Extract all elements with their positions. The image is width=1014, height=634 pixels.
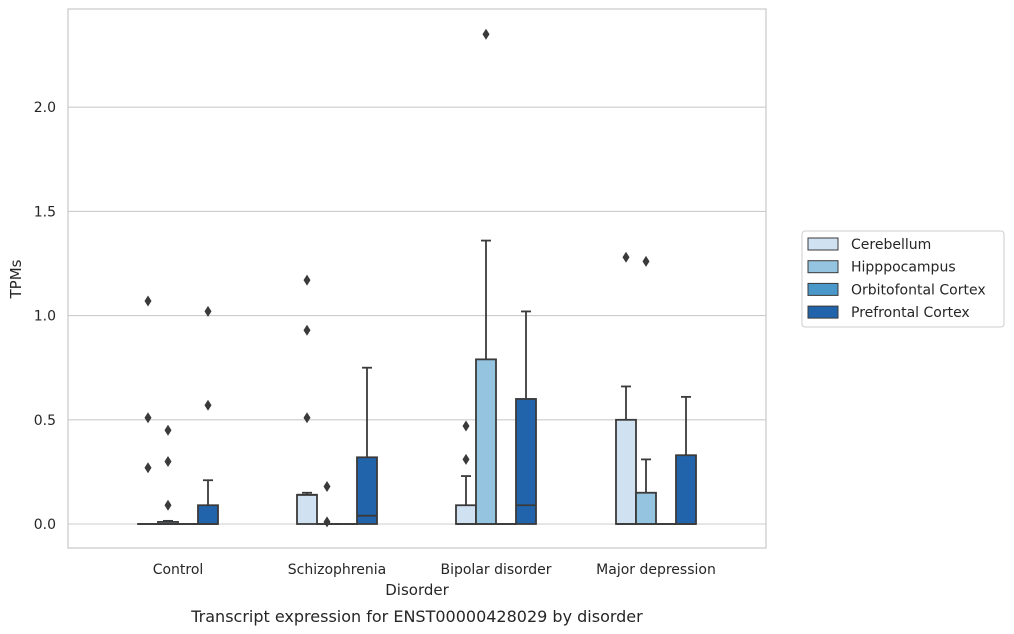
legend-swatch	[807, 237, 839, 251]
y-tick-label: 0.5	[34, 413, 56, 429]
box	[675, 454, 697, 525]
outlier-point	[323, 516, 331, 528]
y-tick-label: 2.0	[34, 100, 56, 116]
outlier-point	[462, 453, 470, 465]
box-1-2	[475, 28, 497, 525]
box-3-3	[675, 395, 697, 525]
x-tick-label: Bipolar disorder	[440, 562, 551, 578]
outlier-point	[303, 412, 311, 424]
x-tick-label: Control	[153, 562, 204, 578]
outlier-point	[204, 399, 212, 411]
x-tick-label: Major depression	[596, 562, 716, 578]
outlier-point	[622, 251, 630, 263]
x-tick-label: Schizophrenia	[288, 562, 386, 578]
y-axis-ticks: 0.0 0.5 1.0 1.5 2.0	[34, 100, 56, 533]
box	[515, 398, 537, 525]
y-tick-label: 1.5	[34, 204, 56, 220]
legend: Cerebellum Hipppocampus Orbitofontal Corte…	[801, 230, 1005, 328]
legend-swatch	[807, 260, 839, 274]
chart-caption: Transcript expression for ENST0000042802…	[190, 607, 643, 626]
box-1-0	[157, 424, 179, 525]
box	[475, 358, 497, 525]
outlier-point	[303, 324, 311, 336]
outlier-point	[144, 412, 152, 424]
box-3-0	[197, 305, 219, 525]
gridlines	[68, 106, 766, 525]
box-1-3	[635, 255, 657, 525]
legend-label: Orbitofontal Cortex	[851, 282, 986, 298]
y-tick-label: 0.0	[34, 517, 56, 533]
plot-frame	[67, 8, 767, 549]
box	[455, 504, 477, 525]
outlier-point	[303, 274, 311, 286]
outlier-point	[164, 499, 172, 511]
box-0-0	[137, 295, 159, 525]
legend-swatch	[807, 305, 839, 319]
x-axis-ticks: Control Schizophrenia Bipolar disorder Majo…	[153, 562, 716, 578]
legend-frame	[801, 230, 1005, 328]
box-3-1	[356, 366, 378, 525]
box-0-2	[455, 420, 477, 525]
y-tick-label: 1.0	[34, 309, 56, 325]
outlier-point	[164, 455, 172, 467]
box-1-1	[316, 480, 338, 528]
box	[197, 504, 219, 525]
box-0-1	[296, 274, 318, 525]
outlier-point	[462, 420, 470, 432]
box-3-2	[515, 310, 537, 525]
outlier-point	[144, 462, 152, 474]
box	[635, 491, 657, 525]
outlier-point	[164, 424, 172, 436]
legend-label: Prefrontal Cortex	[851, 305, 970, 321]
box	[356, 456, 378, 525]
outlier-point	[204, 305, 212, 317]
legend-label: Hipppocampus	[851, 260, 956, 276]
box	[615, 418, 637, 525]
box-groups	[137, 28, 697, 528]
y-axis-label: TPMs	[7, 259, 25, 299]
box-0-3	[615, 251, 637, 525]
outlier-point	[323, 480, 331, 492]
legend-label: Cerebellum	[851, 237, 931, 253]
box	[296, 493, 318, 525]
x-axis-label: Disorder	[385, 581, 449, 599]
outlier-point	[144, 295, 152, 307]
outlier-point	[642, 255, 650, 267]
outlier-point	[482, 28, 490, 40]
legend-swatch	[807, 282, 839, 296]
